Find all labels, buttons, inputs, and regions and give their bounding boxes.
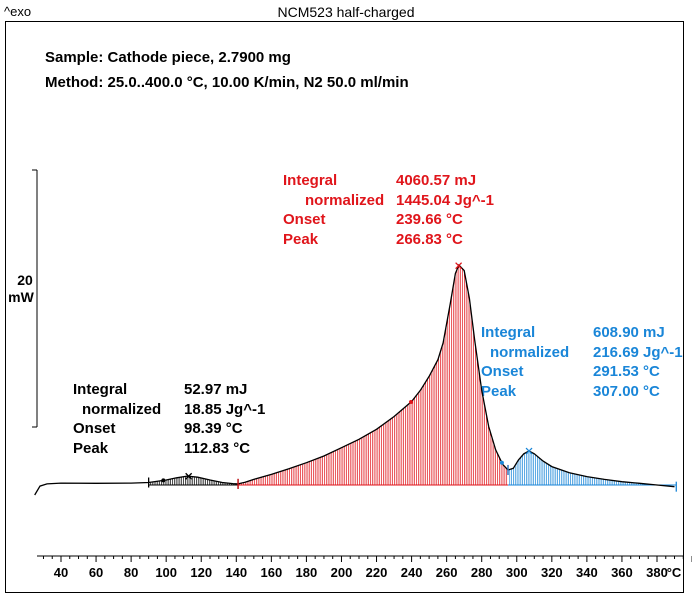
peak-2-results: Integral normalized Onset Peak <box>283 171 384 249</box>
peak-1-onset-value: 98.39 °C <box>184 420 243 437</box>
peak-2-peak-value: 266.83 °C <box>396 230 463 248</box>
peak-1-normalized-value: 18.85 Jg^-1 <box>184 400 266 418</box>
peak-3-results: Integral normalized Onset Peak <box>481 323 569 401</box>
peak-3-onset-value: 291.53 °C <box>593 363 660 380</box>
peak-1-normalized-label: normalized <box>82 400 162 418</box>
peak-2-values: 4060.57 mJ 1445.04 Jg^-1 239.66 °C 266.8… <box>396 171 494 249</box>
method-label: Method: 25.0..400.0 °C, 10.00 K/min, N2 … <box>45 74 409 91</box>
plot-frame <box>5 21 684 593</box>
peak-2-normalized-label: normalized <box>305 191 385 209</box>
peak-2-onset-label: Onset <box>283 211 326 228</box>
chart-title: NCM523 half-charged <box>277 4 415 20</box>
peak-3-integral-label: Integral <box>481 324 536 341</box>
peak-2-onset-value: 239.66 °C <box>396 211 463 228</box>
peak-1-onset-label: Onset <box>73 420 116 437</box>
peak-3-integral-value: 608.90 mJ <box>593 324 665 341</box>
peak-2-integral-label: Integral <box>283 172 338 189</box>
exo-label: ^exo <box>4 4 32 19</box>
peak-3-normalized-value: 216.69 Jg^-1 <box>593 343 683 361</box>
peak-2-integral-value: 4060.57 mJ <box>396 172 477 189</box>
scale-bar-unit: mW <box>8 289 34 305</box>
peak-3-normalized-label: normalized <box>490 343 570 361</box>
peak-3-peak-value: 307.00 °C <box>593 382 660 400</box>
peak-2-peak-label: Peak <box>283 230 319 248</box>
peak-1-integral-label: Integral <box>73 381 128 398</box>
scale-bar-value: 20 <box>17 272 33 288</box>
peak-1-values: 52.97 mJ 18.85 Jg^-1 98.39 °C 112.83 °C <box>184 380 265 458</box>
sample-label: Sample: Cathode piece, 2.7900 mg <box>45 49 291 66</box>
peak-3-onset-label: Onset <box>481 363 524 380</box>
peak-3-values: 608.90 mJ 216.69 Jg^-1 291.53 °C 307.00 … <box>593 323 683 401</box>
peak-3-peak-label: Peak <box>481 382 517 400</box>
peak-2-normalized-value: 1445.04 Jg^-1 <box>396 191 494 209</box>
peak-1-results: Integral normalized Onset Peak <box>73 380 161 458</box>
peak-1-peak-value: 112.83 °C <box>184 439 251 457</box>
peak-1-integral-value: 52.97 mJ <box>184 381 248 398</box>
peak-1-peak-label: Peak <box>73 439 109 457</box>
